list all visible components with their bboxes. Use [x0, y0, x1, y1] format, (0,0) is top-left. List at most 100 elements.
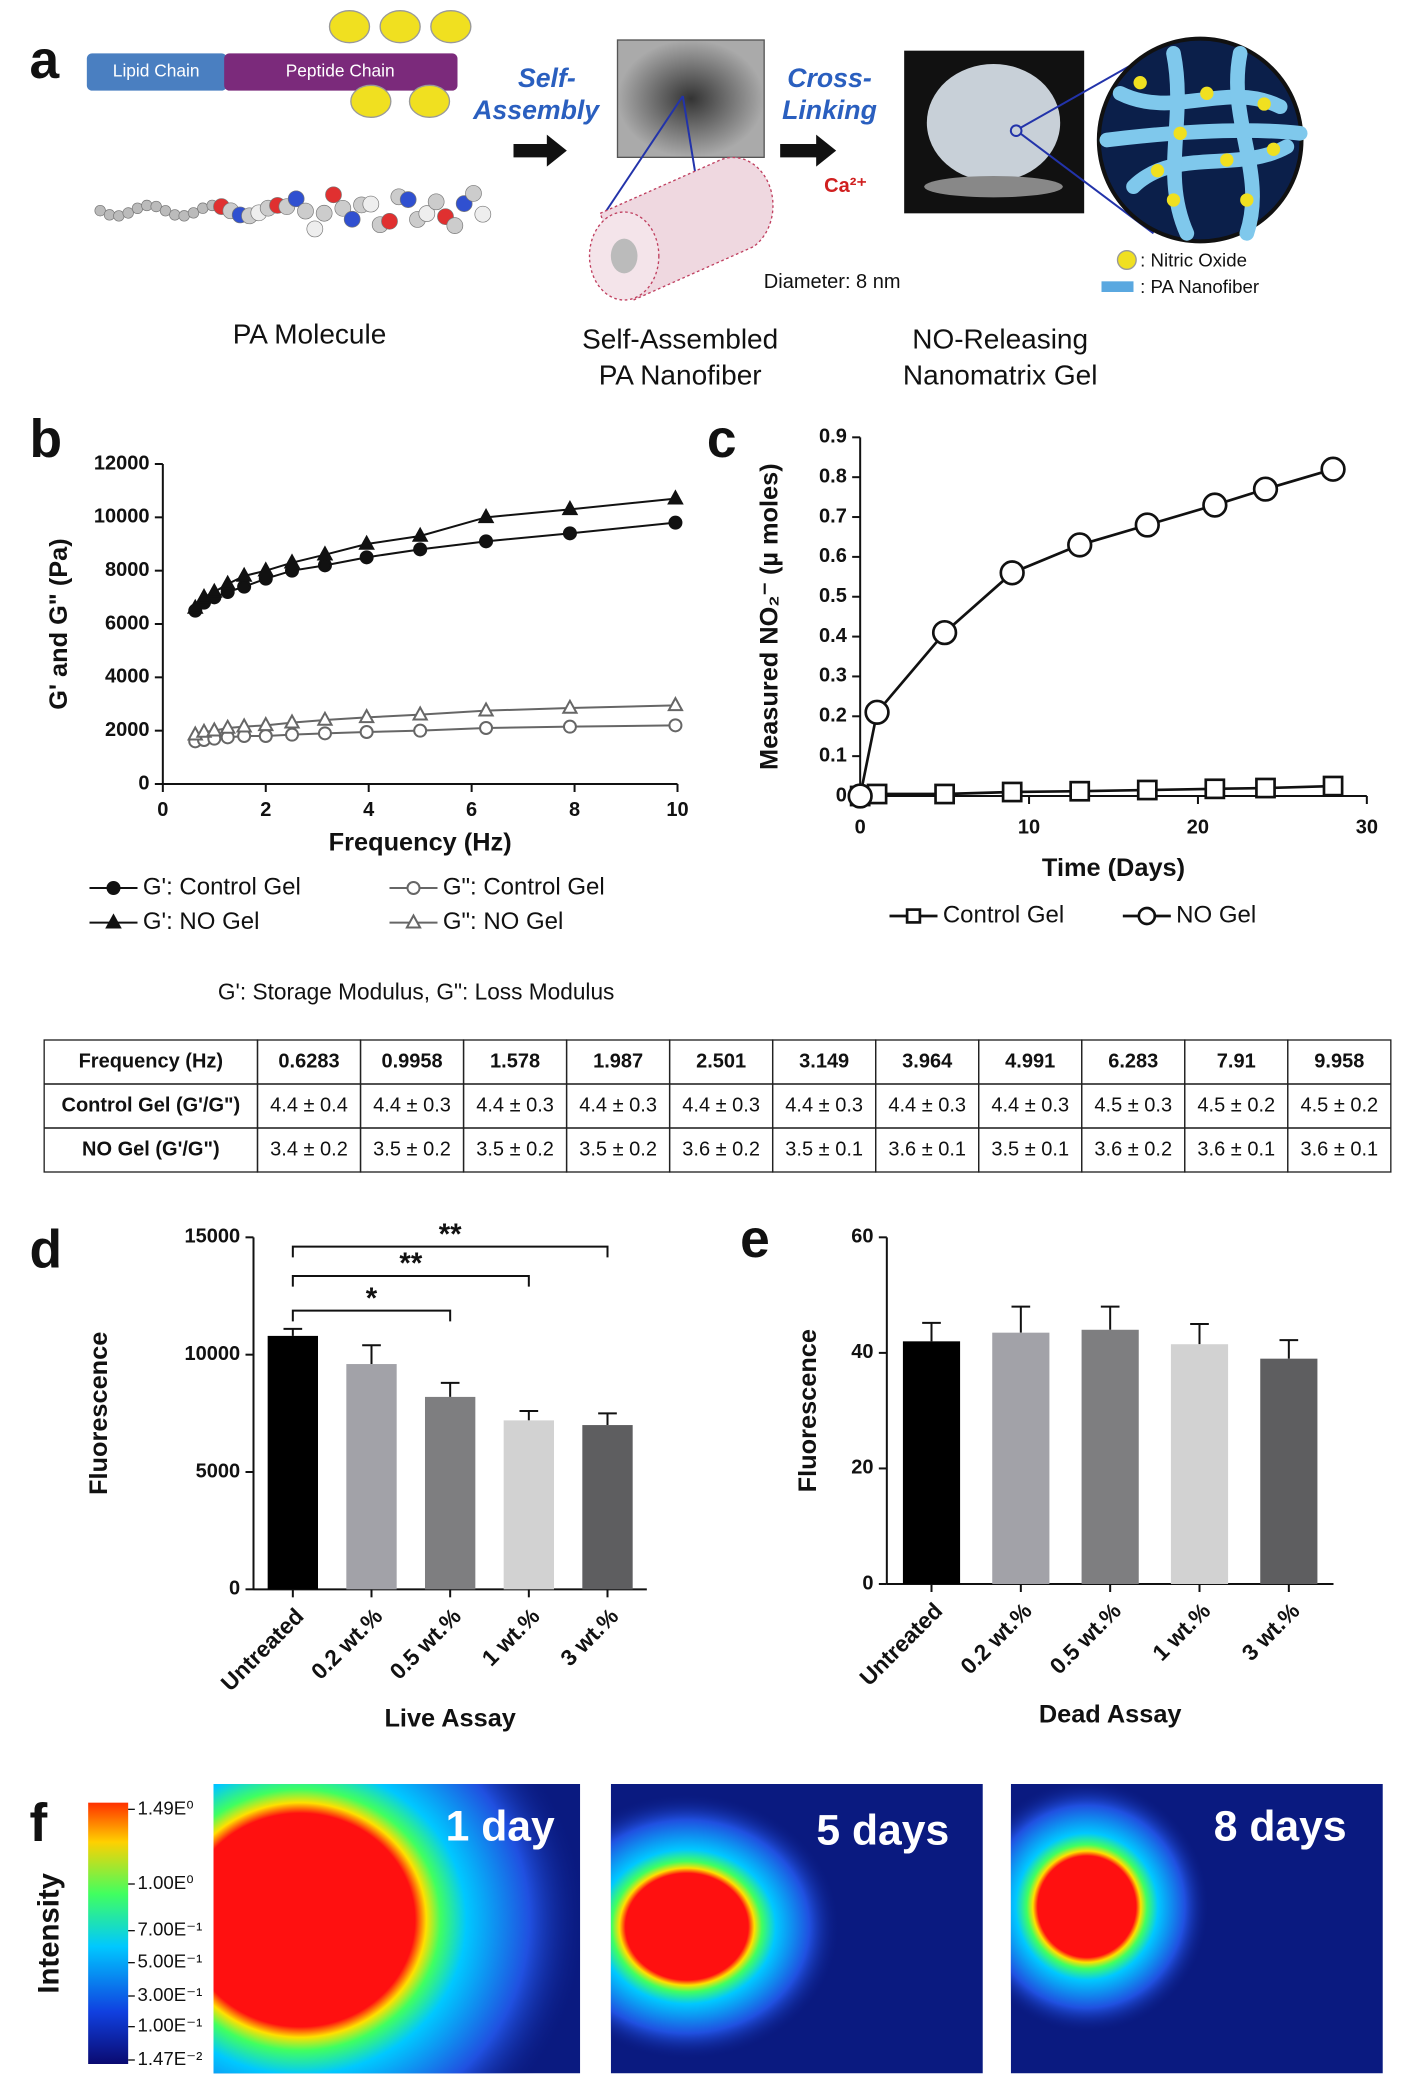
y-tick-label: 0.1: [819, 744, 847, 766]
marker: [562, 719, 577, 734]
colorbar-tick-label: 1.49E⁰: [138, 1797, 194, 1818]
significance-bracket: [291, 1309, 452, 1322]
lipid-block: [86, 53, 227, 91]
table-text: 9.958: [1314, 1050, 1364, 1072]
x-axis-label: Dead Assay: [1039, 1701, 1182, 1729]
atom: [197, 202, 209, 214]
table-text: Frequency (Hz): [79, 1050, 223, 1072]
table-text: 3.6 ± 0.2: [682, 1138, 760, 1160]
y-tick-label: 20: [851, 1457, 873, 1479]
marker: [206, 721, 223, 737]
x-tick-label: 1 wt.%: [1147, 1597, 1215, 1665]
bar: [346, 1364, 397, 1590]
marker: [934, 783, 956, 805]
bar: [424, 1396, 476, 1590]
marker: [905, 908, 922, 924]
x-tick-label: 10: [666, 799, 688, 821]
atom: [465, 185, 482, 202]
table-text: 6.283: [1108, 1050, 1158, 1072]
marker: [667, 489, 684, 505]
y-axis-label: G' and G" (Pa): [45, 538, 73, 709]
table: Frequency (Hz) 0.6283 0.9958 1.578 1.987 2.50…: [43, 1039, 1392, 1173]
bar: [992, 1332, 1050, 1584]
no-group: [379, 9, 421, 44]
marker: [411, 526, 429, 542]
atom: [474, 205, 492, 223]
no-dot: [1220, 153, 1234, 167]
marker: [1255, 777, 1276, 799]
marker: [258, 729, 273, 743]
peptide-block: [224, 53, 458, 91]
marker: [257, 561, 275, 577]
marker: [219, 718, 236, 734]
atom: [150, 200, 162, 213]
caption: Self-Assembled: [582, 324, 778, 355]
y-tick-label: 0.8: [819, 465, 847, 487]
table-text: 3.4 ± 0.2: [270, 1138, 348, 1160]
legend-label: G': Control Gel: [143, 873, 301, 900]
x-tick-label: 1 wt.%: [476, 1603, 544, 1671]
significance-label: *: [366, 1282, 378, 1315]
marker: [206, 582, 223, 598]
marker: [1202, 492, 1228, 518]
table-text: 1.987: [593, 1050, 643, 1072]
x-tick-label: 0.2 wt.%: [955, 1597, 1037, 1679]
x-axis-label: Frequency (Hz): [329, 829, 512, 857]
legend-label: G": Control Gel: [443, 873, 605, 900]
y-tick-label: 0.4: [819, 625, 848, 647]
atom: [325, 186, 342, 204]
signal: [1010, 1784, 1210, 2034]
y-tick-label: 4000: [105, 666, 150, 688]
x-tick-label: 30: [1356, 816, 1378, 838]
x-tick-label: 0.5 wt.%: [1044, 1597, 1126, 1679]
no-dot: [1150, 164, 1165, 178]
table-text: 3.149: [799, 1050, 849, 1072]
table-text: 4.4 ± 0.3: [888, 1094, 966, 1116]
atom: [334, 199, 352, 217]
atom: [141, 199, 153, 212]
y-tick-label: 0: [836, 784, 847, 806]
table-text: 3.5 ± 0.2: [373, 1138, 451, 1160]
panel-label: d: [30, 1220, 63, 1279]
fiber: [1230, 45, 1260, 241]
caption: Nanomatrix Gel: [903, 360, 1098, 391]
marker: [1252, 476, 1279, 502]
marker: [477, 508, 495, 524]
y-tick-label: 40: [851, 1341, 873, 1363]
bar: [1170, 1344, 1229, 1584]
panel-label: b: [30, 410, 63, 469]
legend-label: NO Gel: [1176, 901, 1256, 928]
marker: [1320, 456, 1346, 482]
image-label: 1 day: [446, 1803, 555, 1851]
x-tick-label: 0: [157, 799, 168, 821]
y-tick-label: 0: [862, 1572, 873, 1594]
x-tick-label: 8: [569, 799, 580, 821]
colorbar-tick-label: 1.47E⁻²: [138, 2048, 203, 2069]
marker: [668, 515, 683, 530]
step-label: Linking: [782, 95, 877, 125]
colorbar-tick-label: 3.00E⁻¹: [138, 1984, 203, 2005]
bar: [902, 1341, 961, 1584]
panel-label: c: [707, 410, 737, 469]
x-tick-label: 6: [466, 799, 477, 821]
table-text: 3.6 ± 0.1: [888, 1138, 966, 1160]
x-tick-label: Untreated: [854, 1597, 947, 1690]
ion-label: Ca²⁺: [824, 175, 867, 197]
marker: [195, 722, 213, 738]
marker: [237, 579, 252, 594]
marker: [316, 545, 334, 561]
significance-label: **: [439, 1218, 462, 1251]
x-tick-label: Untreated: [215, 1603, 308, 1696]
x-tick-label: 0.5 wt.%: [384, 1603, 466, 1685]
panel-label: f: [30, 1794, 48, 1853]
lipid-label: Lipid Chain: [113, 61, 200, 81]
nanofiber-core: [610, 238, 638, 274]
atom: [297, 202, 314, 220]
x-axis-label: Live Assay: [384, 1705, 515, 1733]
legend-label: G': NO Gel: [143, 908, 260, 935]
x-tick-label: 2: [260, 799, 271, 821]
marker: [285, 727, 300, 742]
no-group: [430, 9, 472, 44]
marker: [479, 534, 494, 549]
